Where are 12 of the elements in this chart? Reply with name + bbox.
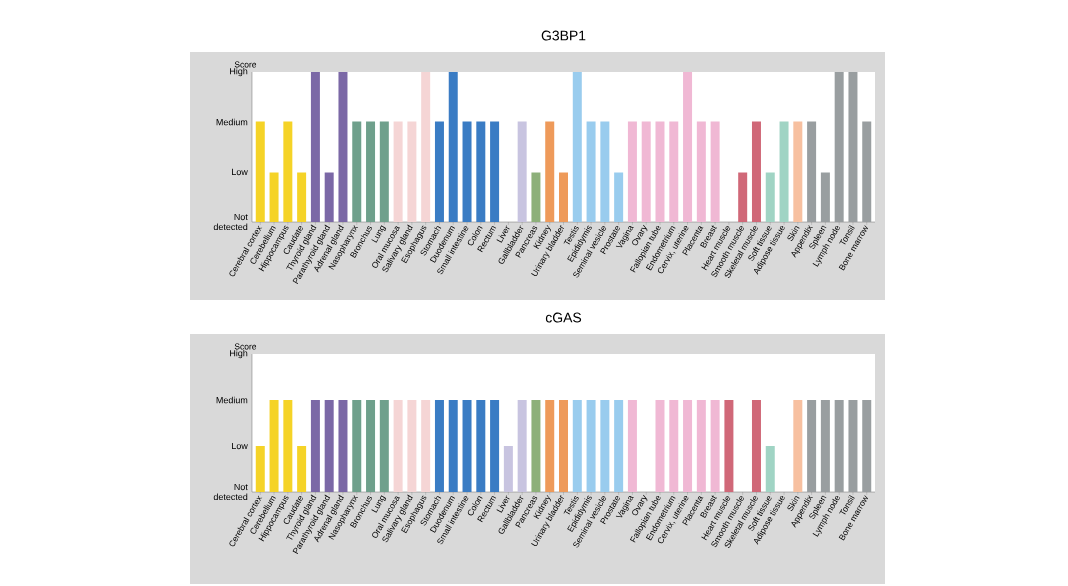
text: Medium bbox=[216, 396, 248, 404]
text: Medium bbox=[216, 118, 248, 126]
text: High bbox=[230, 349, 248, 359]
y-axis-title: Score bbox=[234, 343, 257, 350]
text: Low bbox=[232, 168, 248, 176]
chart-title: G3BP1 bbox=[541, 30, 586, 41]
y-axis-title: Score bbox=[234, 61, 257, 68]
chart-title: cGAS bbox=[545, 312, 582, 323]
text: Not detected bbox=[213, 213, 248, 231]
text: High bbox=[230, 67, 248, 77]
text: Low bbox=[232, 442, 248, 450]
text: Not detected bbox=[213, 483, 248, 501]
